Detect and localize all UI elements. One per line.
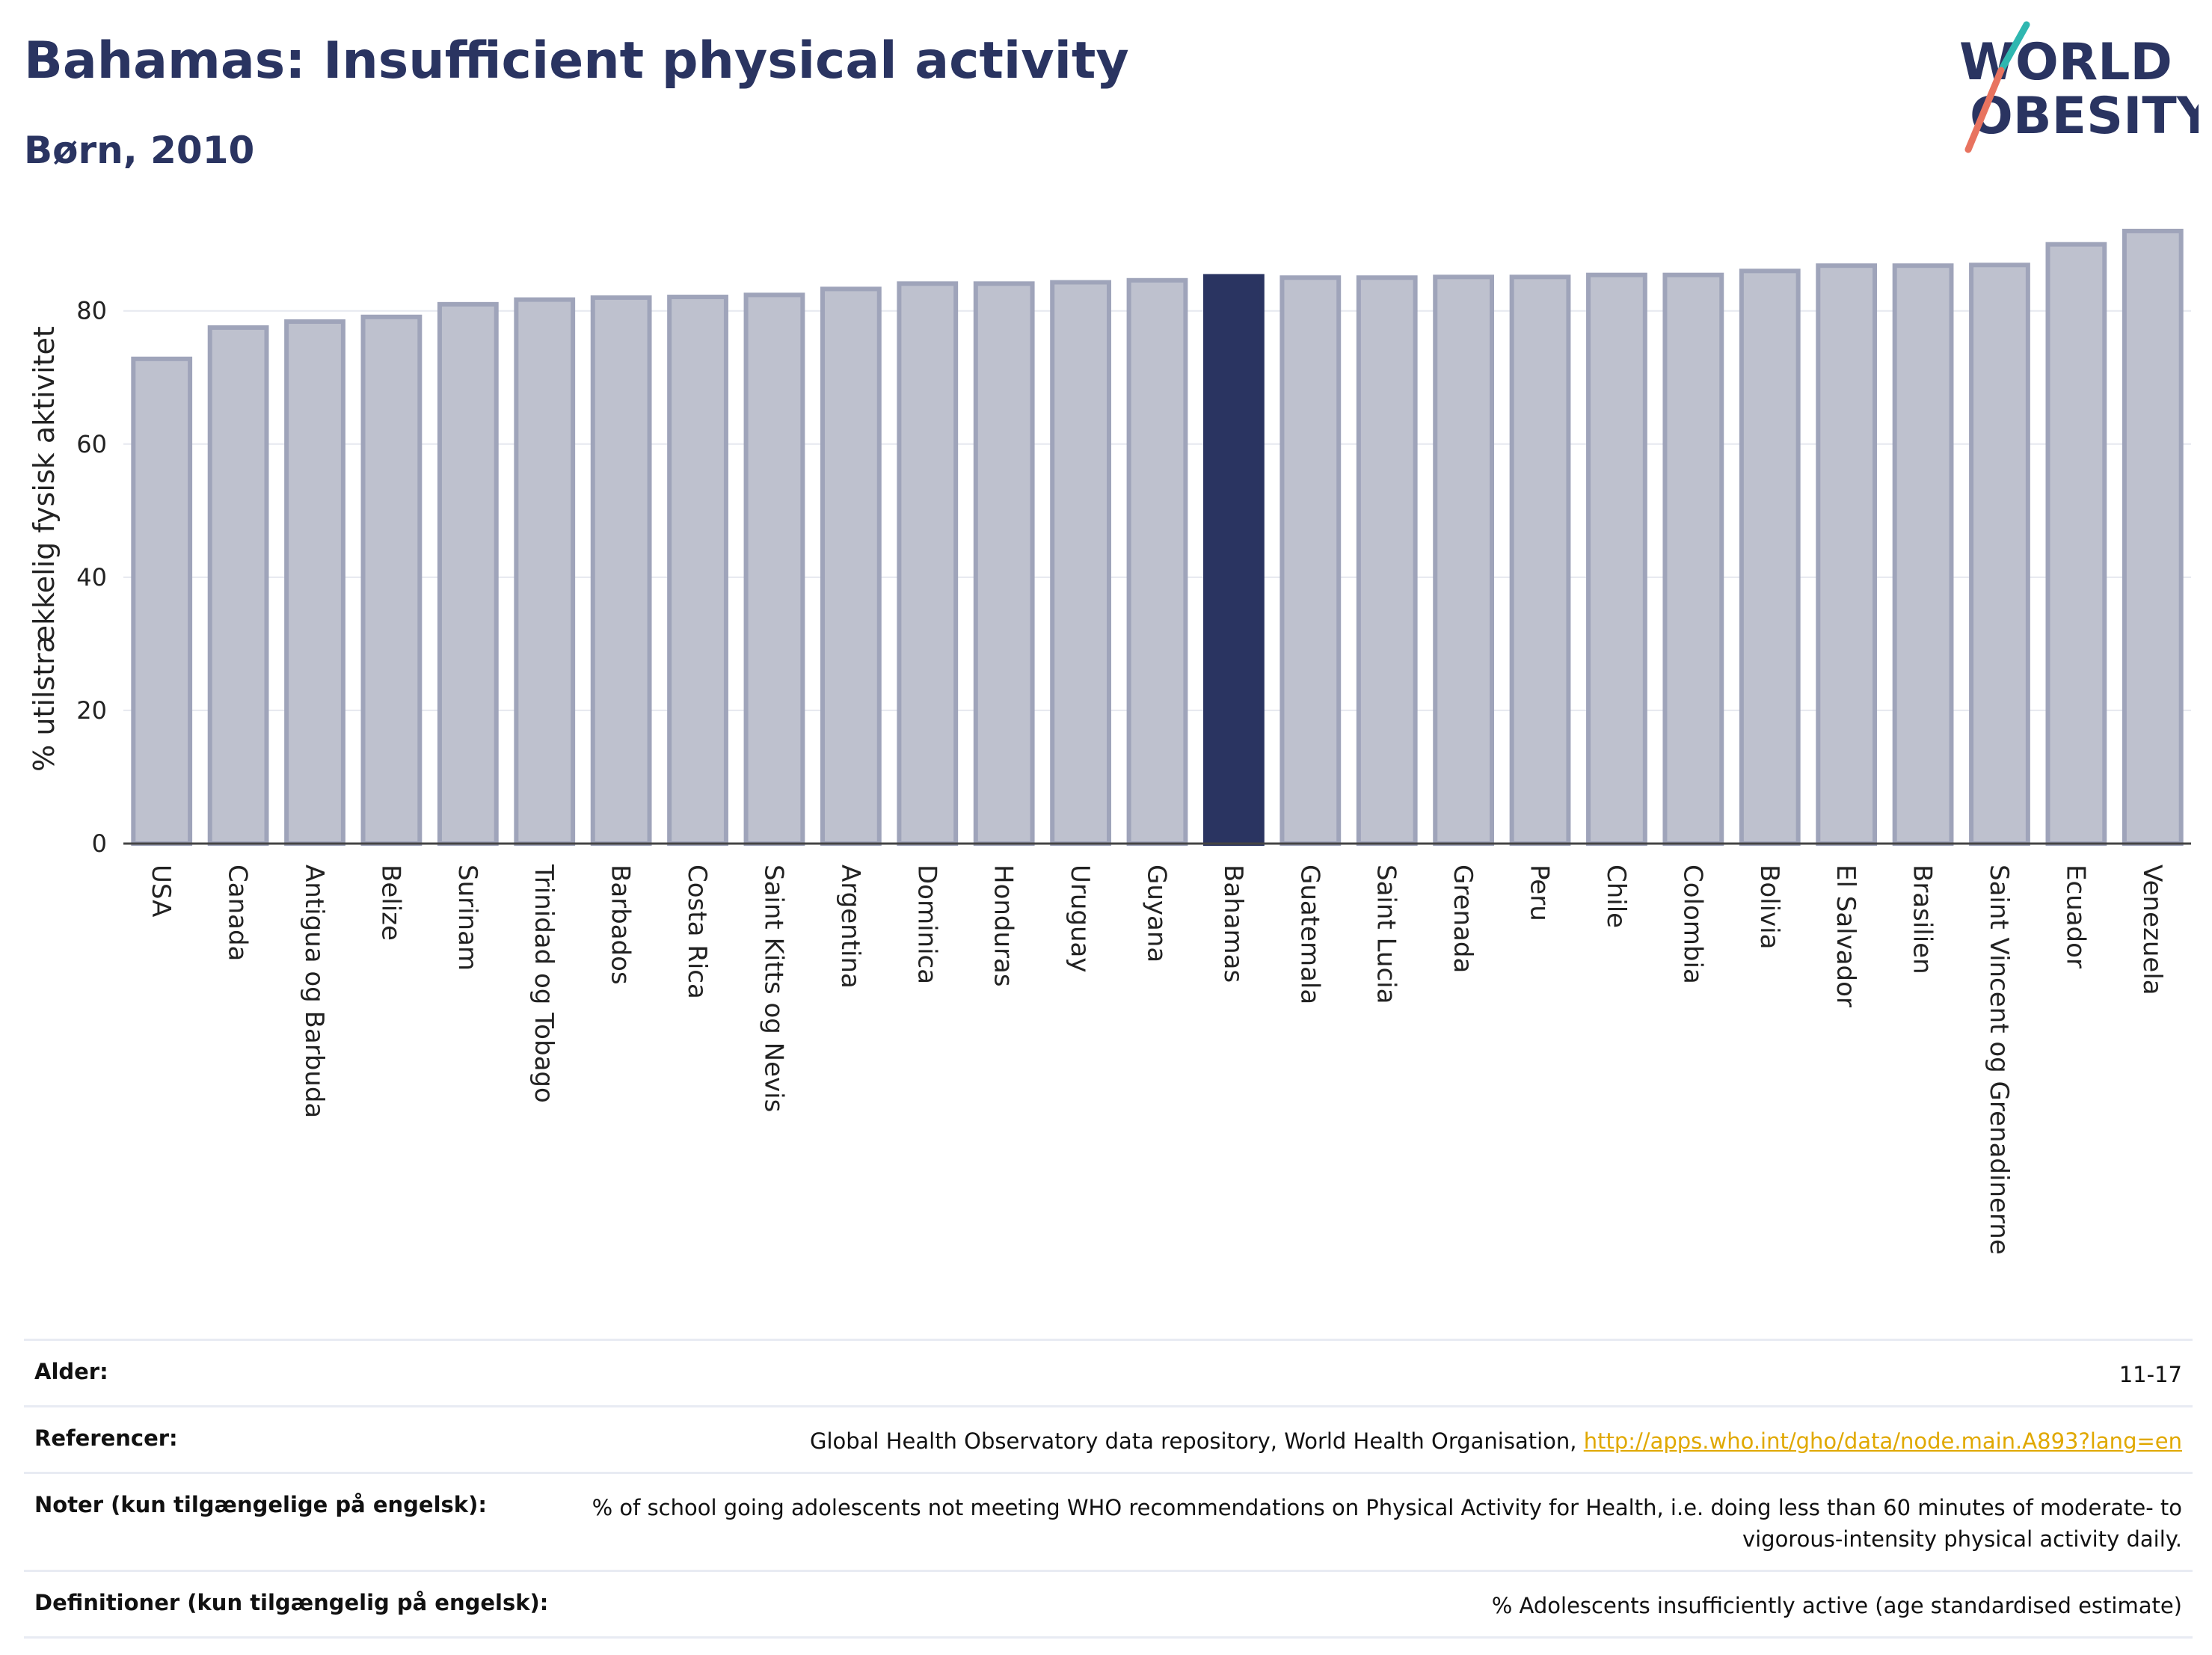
info-value: Global Health Observatory data repositor… bbox=[810, 1425, 2182, 1457]
bar-guyana bbox=[1126, 277, 1188, 846]
x-tick-label: Antigua og Barbuda bbox=[299, 865, 329, 1118]
info-label: Alder: bbox=[34, 1359, 108, 1384]
x-tick-label: Dominica bbox=[912, 865, 941, 984]
info-row-notes: Noter (kun tilgængelige på engelsk): % o… bbox=[24, 1472, 2193, 1570]
bar-brasilien bbox=[1892, 263, 1954, 846]
bar-saint-lucia bbox=[1356, 275, 1418, 846]
info-label: Referencer: bbox=[34, 1425, 178, 1451]
bar-antigua-og-barbuda bbox=[284, 319, 345, 846]
y-axis-label: % utilstrækkelig fysisk aktivitet bbox=[28, 326, 61, 772]
reference-link[interactable]: http://apps.who.int/gho/data/node.main.A… bbox=[1583, 1428, 2182, 1454]
x-tick-label: Argentina bbox=[835, 865, 865, 989]
info-label: Noter (kun tilgængelige på engelsk): bbox=[34, 1492, 487, 1517]
bar-uruguay bbox=[1050, 280, 1111, 846]
x-tick-label: Brasilien bbox=[1908, 865, 1938, 974]
x-tick-label: Peru bbox=[1525, 865, 1555, 921]
bar-bolivia bbox=[1739, 268, 1801, 846]
bar-honduras bbox=[973, 281, 1035, 846]
bar-saint-vincent-og-grenadinerne bbox=[1969, 262, 2030, 846]
x-tick-label: Guyana bbox=[1142, 865, 1172, 962]
info-value: % Adolescents insufficiently active (age… bbox=[1491, 1593, 2182, 1618]
x-tick-label: Costa Rica bbox=[682, 865, 712, 999]
bar-trinidad-og-tobago bbox=[514, 297, 576, 846]
x-tick-label: Saint Kitts og Nevis bbox=[758, 865, 788, 1112]
info-row-references: Referencer: Global Health Observatory da… bbox=[24, 1405, 2193, 1472]
info-row-definitions: Definitioner (kun tilgængelig på engelsk… bbox=[24, 1570, 2193, 1639]
x-tick-label: Belize bbox=[375, 865, 405, 941]
page-title: Bahamas: Insufficient physical activity bbox=[24, 31, 1129, 90]
bar-chart: 0 20 40 60 80 % utilstrækkelig fysisk aktivit… bbox=[28, 228, 2191, 1255]
x-tick-label: Colombia bbox=[1677, 865, 1707, 984]
bar-chile bbox=[1586, 272, 1647, 847]
bar-peru bbox=[1509, 274, 1571, 846]
x-tick-label: Saint Lucia bbox=[1371, 865, 1401, 1004]
x-tick-label: Venezuela bbox=[2137, 865, 2167, 995]
bar-el-salvador bbox=[1816, 263, 1878, 846]
bar-usa bbox=[131, 356, 193, 846]
bar-belize bbox=[360, 314, 423, 847]
bar-venezuela bbox=[2122, 228, 2184, 847]
x-tick-label: Saint Vincent og Grenadinerne bbox=[1984, 865, 2014, 1255]
x-tick-label: Bahamas bbox=[1218, 865, 1248, 983]
info-table: Alder: 11-17 Referencer: Global Health O… bbox=[24, 1339, 2193, 1639]
y-tick-label: 40 bbox=[76, 563, 107, 592]
bar-costa-rica bbox=[667, 295, 728, 846]
info-label: Definitioner (kun tilgængelig på engelsk… bbox=[34, 1590, 549, 1615]
world-obesity-logo: WORLD OBESITY bbox=[1959, 21, 2199, 153]
bar-saint-kitts-og-nevis bbox=[743, 292, 805, 846]
x-tick-label: Uruguay bbox=[1065, 865, 1095, 973]
x-tick-label: Bolivia bbox=[1754, 865, 1784, 949]
info-value: 11-17 bbox=[2119, 1362, 2182, 1387]
x-tick-label: Chile bbox=[1601, 865, 1631, 928]
bar-barbados bbox=[590, 295, 652, 846]
x-tick-label: Barbados bbox=[606, 865, 636, 985]
bar-surinam bbox=[437, 301, 499, 847]
bar-ecuador bbox=[2045, 242, 2107, 847]
y-tick-label: 80 bbox=[76, 297, 107, 325]
bar-guatemala bbox=[1279, 275, 1342, 846]
y-tick-label: 60 bbox=[76, 430, 107, 458]
info-value: % of school going adolescents not meetin… bbox=[592, 1495, 2182, 1552]
bar-grenada bbox=[1433, 274, 1495, 846]
x-tick-label: Honduras bbox=[989, 865, 1019, 987]
info-row-age: Alder: 11-17 bbox=[24, 1339, 2193, 1405]
x-tick-label: El Salvador bbox=[1831, 865, 1861, 1007]
reference-text: Global Health Observatory data repositor… bbox=[809, 1428, 1584, 1454]
x-tick-label: Ecuador bbox=[2060, 865, 2090, 968]
x-tick-label: Grenada bbox=[1448, 865, 1478, 973]
x-tick-label: Trinidad og Tobago bbox=[529, 864, 559, 1103]
x-tick-label: Surinam bbox=[452, 865, 482, 971]
x-tick-label: Guatemala bbox=[1294, 865, 1324, 1004]
bar-dominica bbox=[897, 281, 959, 846]
svg-text:OBESITY: OBESITY bbox=[1970, 87, 2199, 146]
bar-colombia bbox=[1662, 272, 1724, 847]
bar-bahamas bbox=[1203, 274, 1265, 846]
y-tick-label: 0 bbox=[92, 829, 107, 858]
bar-canada bbox=[207, 325, 269, 846]
y-tick-label: 20 bbox=[76, 696, 107, 725]
bar-argentina bbox=[820, 286, 882, 847]
x-tick-label: USA bbox=[146, 865, 176, 917]
page-subtitle: Børn, 2010 bbox=[24, 129, 255, 172]
x-tick-label: Canada bbox=[223, 865, 253, 961]
